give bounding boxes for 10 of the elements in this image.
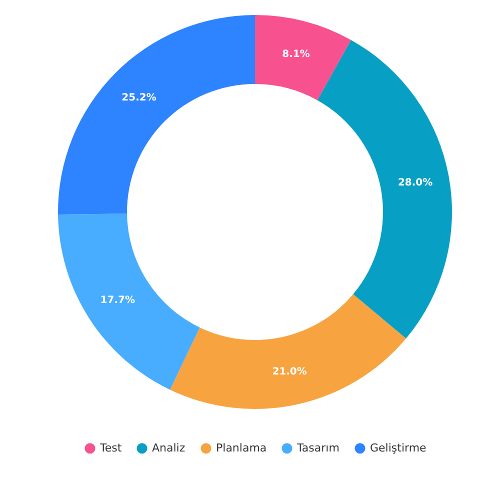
- data-label: 21.0%: [272, 366, 307, 378]
- legend-label: Analiz: [152, 441, 186, 454]
- data-label: 25.2%: [122, 92, 156, 104]
- data-label: 28.0%: [398, 177, 433, 188]
- data-label: 8.1%: [282, 49, 310, 60]
- legend-label: Tasarım: [296, 441, 340, 454]
- legend-label: Planlama: [216, 441, 267, 454]
- legend-label: Test: [99, 441, 122, 454]
- data-label: 17.7%: [100, 294, 135, 306]
- legend-label: Geliştirme: [370, 441, 427, 454]
